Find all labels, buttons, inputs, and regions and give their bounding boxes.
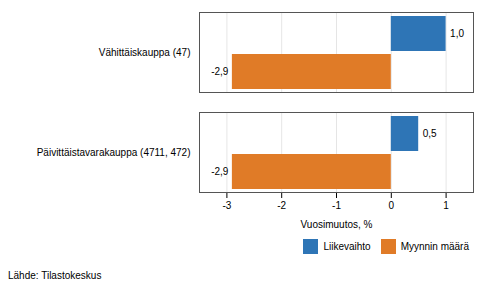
svg-text:-3: -3 [222,200,231,211]
svg-text:Päivittäistavarakauppa (4711,: Päivittäistavarakauppa (4711, 472) [37,147,191,158]
svg-text:-2,9: -2,9 [211,166,229,177]
svg-text:0: 0 [389,200,395,211]
svg-text:1,0: 1,0 [450,28,464,39]
svg-text:1: 1 [443,200,449,211]
html-text:Lähde: Tilastokeskus: Lähde: Tilastokeskus [8,270,102,281]
html-text:Myynnin määrä: Myynnin määrä [400,241,469,252]
svg-text:-2: -2 [277,200,286,211]
svg-text:Vähittäiskauppa (47): Vähittäiskauppa (47) [99,47,191,58]
svg-text:Vuosimuutos, %: Vuosimuutos, % [301,219,373,230]
html-text:Liikevaihto: Liikevaihto [323,241,371,252]
svg-text:-1: -1 [332,200,341,211]
svg-text:-2,9: -2,9 [211,66,229,77]
svg-text:0,5: 0,5 [423,128,437,139]
